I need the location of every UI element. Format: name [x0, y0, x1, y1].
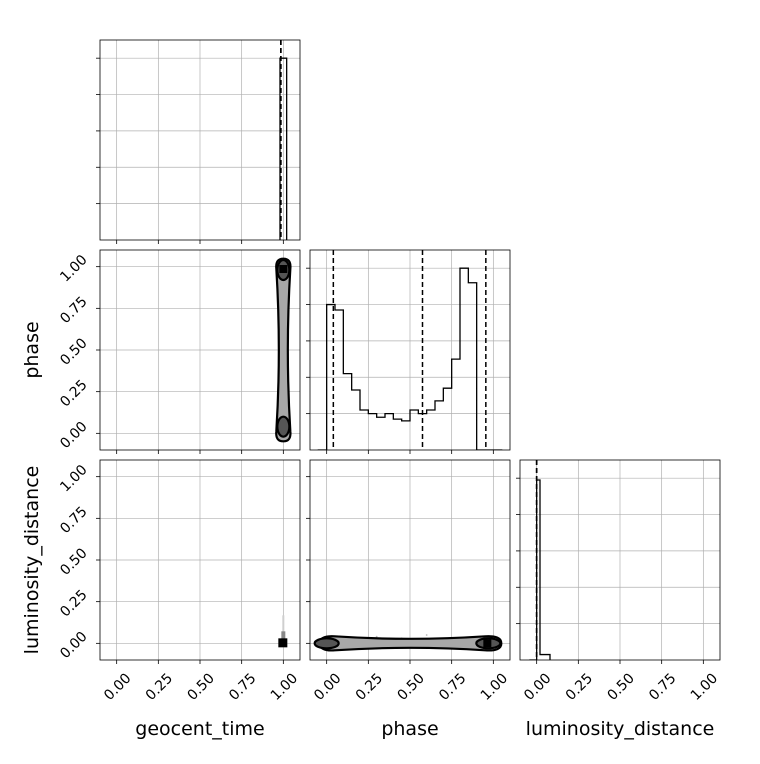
sample-point — [425, 634, 428, 636]
tick-label-x: 0.25 — [563, 670, 596, 703]
peak-marker — [279, 265, 288, 273]
tick-label-y: 0.75 — [57, 504, 90, 537]
contours-phase-geocent-time — [275, 257, 292, 443]
tick-label-y: 0.25 — [57, 587, 90, 620]
histogram-step-line — [317, 267, 503, 450]
x-axis-label-phase: phase — [381, 718, 438, 740]
tick-label-x: 0.25 — [353, 670, 386, 703]
tick-label-x: 0.75 — [226, 670, 259, 703]
density-core — [281, 631, 286, 640]
tick-label-x: 1.00 — [478, 670, 511, 703]
x-axis-label-geocent-time: geocent_time — [135, 718, 264, 740]
tick-label-x: 0.50 — [394, 670, 427, 703]
histogram-geocent-time — [279, 40, 288, 240]
tick-label-y: 0.25 — [57, 377, 90, 410]
tick-label-x: 0.75 — [436, 670, 469, 703]
y-axis-label-phase: phase — [21, 321, 43, 378]
tick-label-x: 0.00 — [101, 670, 134, 703]
tick-label-x: 1.00 — [268, 670, 301, 703]
panel-luminosity-distance-hist: 0.00 0.25 0.50 0.75 1.00 — [516, 459, 721, 704]
ticks — [96, 57, 284, 244]
panel-luminosity-distance-vs-geocent-time: 0.00 0.25 0.50 0.75 1.000.000.250.500.751.00 — [57, 459, 301, 704]
contours-luminosity-geocent-time — [278, 615, 288, 648]
tick-label-x: 0.00 — [521, 670, 554, 703]
ticks — [306, 267, 494, 454]
tick-label-y: 0.00 — [57, 419, 90, 452]
peak-marker — [483, 639, 492, 648]
panel-phase-hist — [306, 249, 511, 454]
panel-geocent-time-hist — [96, 39, 301, 244]
grid — [100, 40, 300, 240]
tick-label-x: 0.00 — [311, 670, 344, 703]
contour-outer — [275, 257, 292, 443]
grid — [310, 460, 510, 660]
contour-outer — [317, 635, 503, 652]
tick-label-x: 0.50 — [604, 670, 637, 703]
tick-label-y: 0.00 — [57, 629, 90, 662]
tick-label-x: 0.75 — [646, 670, 679, 703]
contours-luminosity-phase — [313, 634, 503, 652]
grid — [100, 250, 300, 450]
x-axis-label-luminosity-distance: luminosity_distance — [526, 718, 715, 740]
y-axis-label-luminosity-distance: luminosity_distance — [21, 466, 43, 655]
histogram-step-line — [529, 479, 551, 660]
tick-label-y: 0.50 — [57, 545, 90, 578]
contour-mode-lower — [276, 415, 291, 438]
peak-marker — [278, 638, 288, 648]
tick-label-x: 1.00 — [688, 670, 721, 703]
tick-label-y: 0.50 — [57, 335, 90, 368]
grid — [100, 460, 300, 660]
histogram-step-line — [279, 57, 288, 240]
tick-label-x: 0.50 — [184, 670, 217, 703]
tick-label-y: 1.00 — [57, 252, 90, 285]
tick-label-y: 1.00 — [57, 462, 90, 495]
histogram-luminosity-distance — [529, 460, 551, 660]
contour-mode-left — [313, 637, 340, 650]
ticks: 0.00 0.25 0.50 0.75 1.00 — [57, 252, 284, 454]
sample-point — [375, 635, 378, 638]
density-tail — [282, 615, 285, 640]
tick-label-x: 0.25 — [143, 670, 176, 703]
tick-label-y: 0.75 — [57, 294, 90, 327]
panel-luminosity-distance-vs-phase: 0.00 0.25 0.50 0.75 1.00 — [306, 459, 511, 704]
panel-phase-vs-geocent-time: 0.00 0.25 0.50 0.75 1.00 — [57, 249, 301, 454]
histogram-phase — [317, 250, 503, 450]
grid — [520, 460, 720, 660]
ticks: 0.00 0.25 0.50 0.75 1.000.000.250.500.751.00 — [57, 462, 301, 704]
